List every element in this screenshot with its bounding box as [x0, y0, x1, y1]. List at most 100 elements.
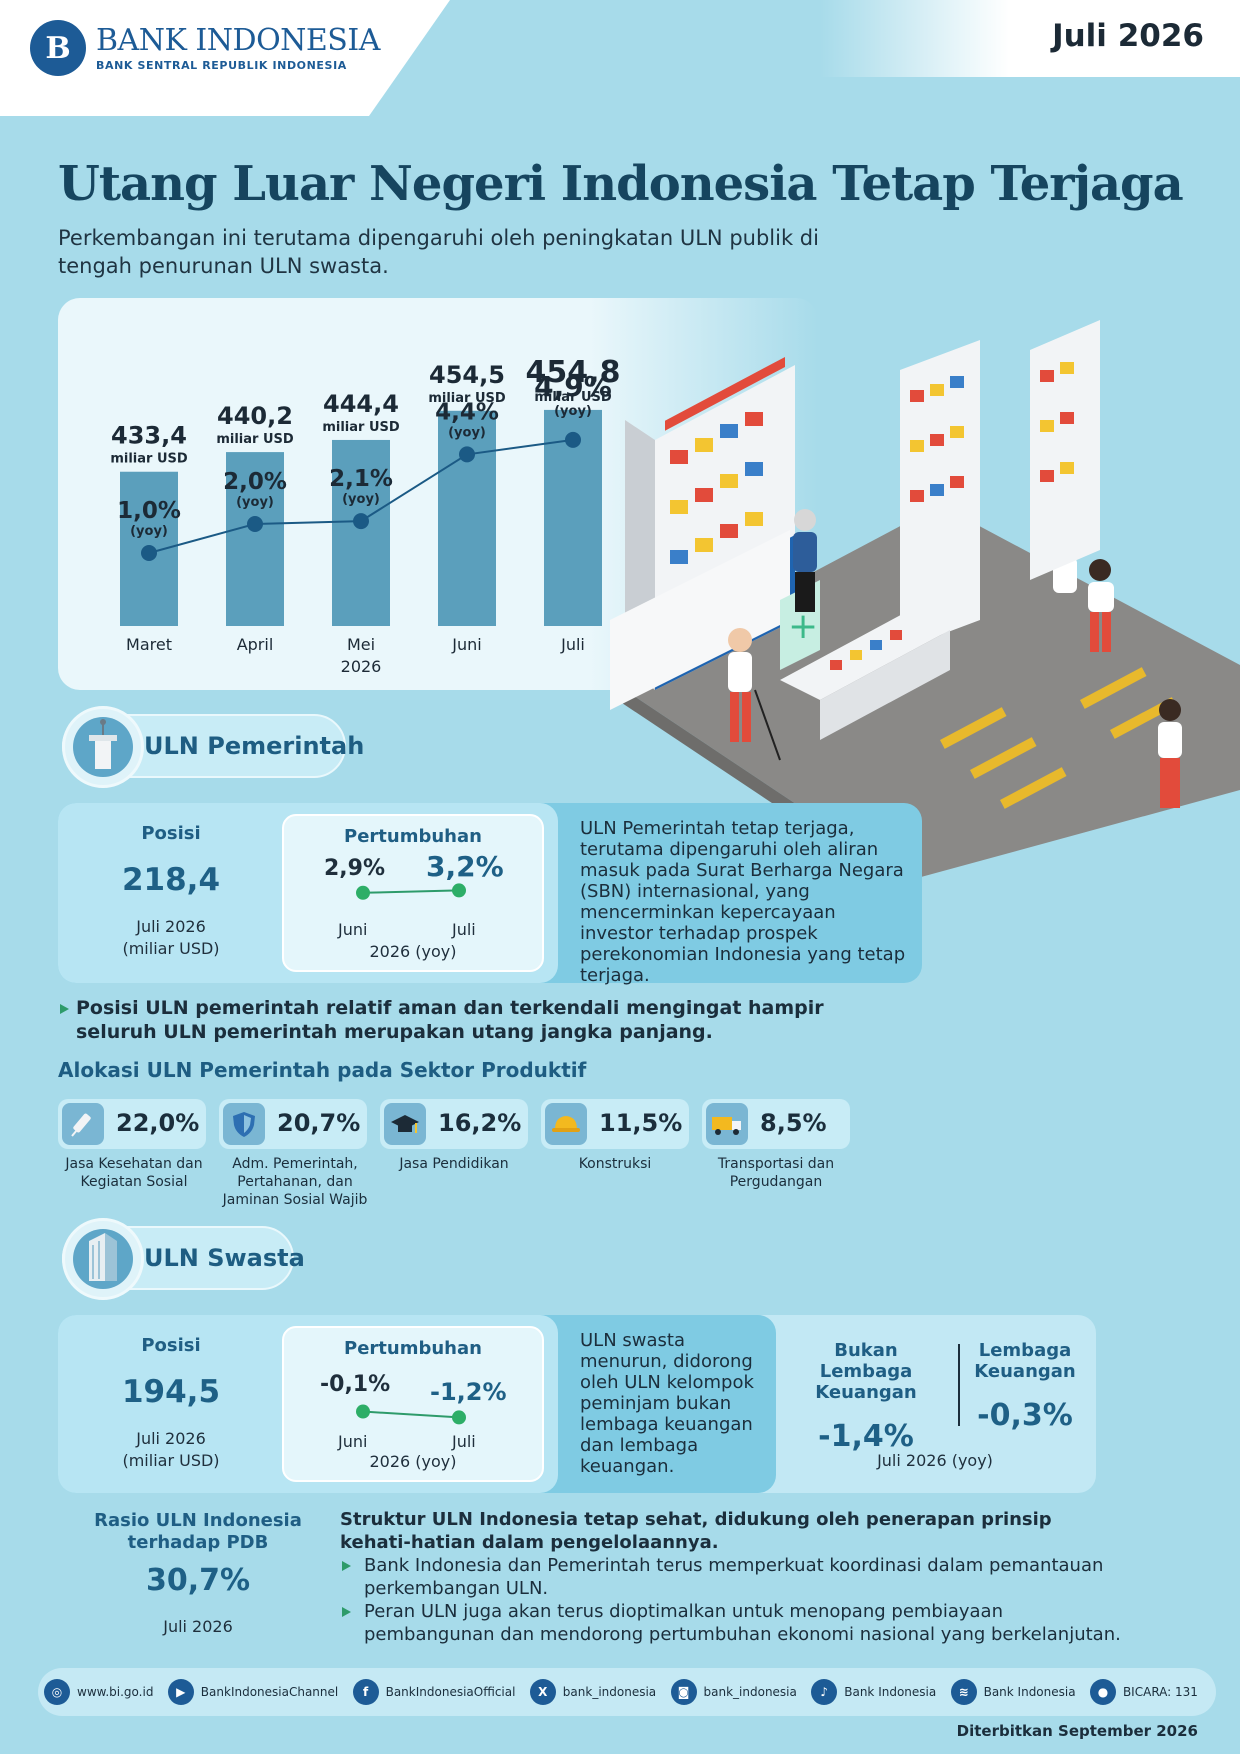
chart-growth-unit: (yoy): [236, 495, 274, 510]
period-label: Juli 2026: [1052, 18, 1204, 54]
logo-subtitle: BANK SENTRAL REPUBLIK INDONESIA: [96, 58, 347, 72]
svg-text:+: +: [788, 606, 818, 647]
chart-growth-label: 2,1%: [329, 466, 393, 492]
spotify-icon: ≋: [950, 1679, 977, 1705]
alokasi-title: Alokasi ULN Pemerintah pada Sektor Produ…: [58, 1058, 587, 1082]
chart-bar: [332, 439, 390, 626]
footer-link-bicara[interactable]: ● BICARA: 131: [1089, 1679, 1198, 1705]
building-icon: [62, 1218, 144, 1300]
footer-link-youtube[interactable]: ▶ BankIndonesiaChannel: [167, 1679, 338, 1705]
chart-category-label: 2026: [341, 657, 382, 676]
footer-link-website[interactable]: ◎ www.bi.go.id: [44, 1679, 153, 1705]
pemerintah-description: ULN Pemerintah tetap terjaga, terutama d…: [580, 818, 906, 986]
alokasi-value: 22,0%: [116, 1109, 200, 1137]
chart-growth-point: [459, 446, 475, 463]
footer-social-bar: ◎ www.bi.go.id ▶ BankIndonesiaChannel f Ban…: [38, 1668, 1216, 1716]
page-title: Utang Luar Negeri Indonesia Tetap Terjag…: [58, 156, 1184, 212]
alokasi-label: Transportasi dan Pergudangan: [717, 1156, 835, 1190]
pemerintah-posisi-date: Juli 2026 (miliar USD): [122, 917, 220, 958]
header-period-background: [820, 0, 1240, 77]
chart-growth-point: [141, 545, 157, 561]
footer-link-instagram[interactable]: ◙ bank_indonesia: [670, 1679, 797, 1705]
alokasi-card-pemerintahan: 20,7%: [219, 1099, 367, 1149]
alokasi-label: Adm. Pemerintah, Pertahanan, dan Jaminan…: [222, 1156, 368, 1208]
pemerintah-growth-line: [356, 883, 466, 900]
chart-category-label: Juni: [451, 635, 481, 654]
breakdown-divider: [958, 1344, 960, 1426]
truck-icon: [706, 1103, 748, 1145]
chart-value-label: 444,4: [323, 390, 399, 418]
alokasi-card-pendidikan: 16,2%: [380, 1099, 528, 1149]
chart-growth-unit: (yoy): [130, 524, 168, 539]
alokasi-card-konstruksi: 11,5%: [541, 1099, 689, 1149]
section-pemerintah-header: ULN Pemerintah: [62, 706, 364, 788]
alokasi-label: Jasa Pendidikan: [399, 1156, 509, 1172]
pemerintah-bullet: Posisi ULN pemerintah relatif aman dan t…: [58, 996, 858, 1044]
syringe-icon: [62, 1103, 104, 1145]
hard-hat-icon: [545, 1103, 587, 1145]
swasta-growth-note: 2026 (yoy): [369, 1452, 457, 1471]
bank-indonesia-logo[interactable]: B BANK INDONESIA BANK SENTRAL REPUBLIK I…: [30, 20, 380, 76]
swasta-description: ULN swasta menurun, didorong oleh ULN ke…: [580, 1330, 754, 1477]
chart-category-label: Mei: [347, 635, 375, 654]
alokasi-label: Konstruksi: [578, 1156, 652, 1172]
swasta-posisi-label: Posisi: [141, 1335, 201, 1356]
rasio-title: Rasio ULN Indonesia terhadap PDB: [94, 1510, 302, 1553]
bicara-icon: ●: [1089, 1679, 1116, 1705]
bullet-marker: [342, 1607, 351, 1617]
chart-value-unit: miliar USD: [110, 452, 188, 467]
swasta-month-juni: Juni: [338, 1432, 368, 1451]
swasta-growth-juni: -0,1%: [320, 1372, 391, 1397]
facebook-icon: f: [352, 1679, 379, 1705]
rasio-value: 30,7%: [145, 1563, 251, 1598]
section-pemerintah-label: ULN Pemerintah: [144, 732, 365, 760]
bullet-marker: [60, 1004, 69, 1014]
chart-growth-point: [247, 516, 263, 532]
chart-value-unit: miliar USD: [216, 432, 294, 447]
swasta-posisi-value: 194,5: [121, 1374, 221, 1410]
rasio-date: Juli 2026: [163, 1617, 233, 1636]
bullet-marker: [342, 1561, 351, 1571]
chart-growth-unit: (yoy): [448, 425, 486, 440]
pemerintah-growth-juni: 2,9%: [324, 856, 386, 881]
chart-bar: [226, 452, 284, 626]
swasta-month-juli: Juli: [452, 1432, 476, 1451]
chart-growth-point: [565, 431, 581, 448]
chart-growth-label: 1,0%: [117, 498, 181, 524]
alokasi-label: Jasa Kesehatan dan Kegiatan Sosial: [65, 1156, 203, 1190]
footer-link-facebook[interactable]: f BankIndonesiaOfficial: [352, 1679, 515, 1705]
struktur-bullet: Peran ULN juga akan terus dioptimalkan u…: [364, 1601, 1121, 1645]
section-swasta-label: ULN Swasta: [144, 1244, 305, 1272]
globe-icon: ◎: [44, 1679, 70, 1705]
pemerintah-growth-juli: 3,2%: [426, 850, 504, 883]
chart-value-label: 454,5: [429, 361, 505, 389]
chart-growth-label: 4,9%: [534, 370, 612, 403]
alokasi-value: 11,5%: [599, 1109, 683, 1137]
chart-growth-label: 2,0%: [223, 469, 287, 495]
graduation-cap-icon: [384, 1103, 426, 1145]
uln-chart: 433,4 miliar USD Maret 440,2 miliar USD April…: [110, 355, 621, 676]
published-date: Diterbitkan September 2026: [956, 1722, 1198, 1740]
pemerintah-growth-note: 2026 (yoy): [369, 942, 457, 961]
chart-category-label: Juli: [560, 635, 585, 654]
chart-growth-unit: (yoy): [342, 492, 380, 507]
chart-value-label: 454,8: [526, 355, 621, 390]
alokasi-value: 20,7%: [277, 1109, 361, 1137]
chart-bar: [438, 410, 496, 626]
breakdown-note: Juli 2026 (yoy): [877, 1451, 993, 1470]
swasta-growth-line: [356, 1404, 466, 1425]
chart-growth-label: 4,4%: [435, 399, 499, 425]
chart-value-label: 440,2: [217, 402, 293, 430]
pemerintah-posisi-value: 218,4: [121, 862, 221, 898]
swasta-growth-title: Pertumbuhan: [344, 1338, 482, 1359]
footer-link-spotify[interactable]: ≋ Bank Indonesia: [950, 1679, 1076, 1705]
shield-icon: [223, 1103, 265, 1145]
struktur-bullet: Bank Indonesia dan Pemerintah terus memp…: [364, 1555, 1104, 1599]
alokasi-value: 8,5%: [760, 1109, 827, 1137]
pemerintah-posisi-label: Posisi: [141, 823, 201, 844]
chart-growth-point: [353, 513, 369, 530]
footer-link-tiktok[interactable]: ♪ Bank Indonesia: [811, 1679, 936, 1705]
bukan-lembaga-keuangan: Bukan Lembaga Keuangan -1,4%: [815, 1340, 917, 1454]
chart-value-unit: miliar USD: [534, 390, 612, 405]
